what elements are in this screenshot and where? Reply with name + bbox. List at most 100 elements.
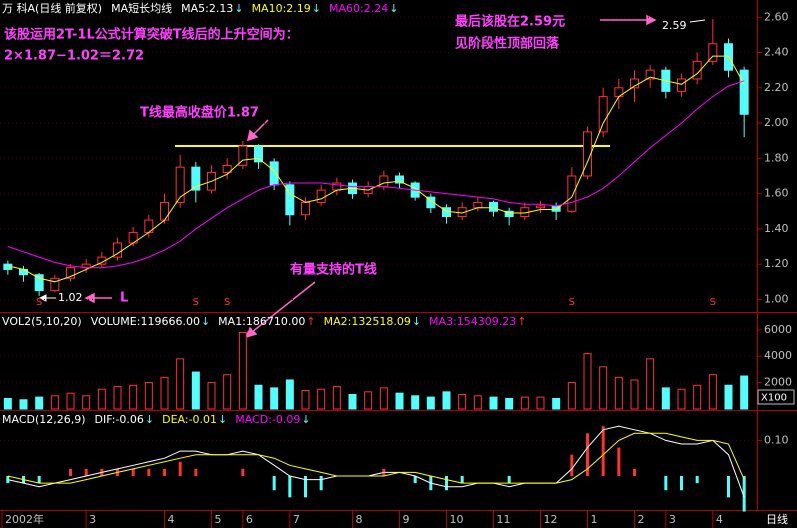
annotation: 2.59 <box>662 19 687 32</box>
header-arrow: ↓ <box>201 315 210 328</box>
signal: S <box>710 297 716 308</box>
arrow-head <box>246 129 259 142</box>
header-item: MA5:2.13 <box>181 2 233 15</box>
x-tick-label: 2002年 <box>5 512 44 526</box>
annotation: 1.02 <box>58 291 83 304</box>
annotation: T线最高收盘价1.87 <box>140 105 259 121</box>
volume-bar <box>317 388 326 410</box>
signal: S <box>569 297 575 308</box>
candle-body <box>614 87 624 98</box>
candle-body <box>692 60 702 80</box>
header-item: MA2:132518.09 <box>324 315 411 328</box>
line <box>7 80 745 269</box>
line <box>7 432 745 484</box>
candle-body <box>50 277 60 292</box>
x-tick-label: 10 <box>450 513 464 526</box>
x-tick-label: 7 <box>293 513 300 526</box>
x-tick-label: 9 <box>403 513 410 526</box>
header-item: MA10:2.19 <box>252 2 311 15</box>
header-arrow: ↓ <box>412 315 421 328</box>
arrows <box>84 14 657 339</box>
volume-bar <box>144 382 153 410</box>
header-arrow: ↓ <box>234 2 243 15</box>
header-item: MA短长均线 <box>111 1 172 15</box>
candle-body <box>567 175 577 212</box>
x-tick-label: 1 <box>591 513 598 526</box>
volume-bar <box>426 396 435 410</box>
header-item: 万 科A(日线 前复权) <box>2 1 102 15</box>
volume-bar <box>35 396 44 410</box>
volume-bar <box>191 371 200 410</box>
candle-body <box>677 78 686 92</box>
candle-body <box>583 131 592 177</box>
volume-bar <box>473 395 482 410</box>
volume-bar <box>176 358 185 410</box>
volume-bar <box>129 384 138 410</box>
candle-body <box>34 274 44 292</box>
volume-bar <box>364 391 373 410</box>
volume-bar <box>254 384 263 410</box>
annotation: 见阶段性顶部回落 <box>455 36 560 52</box>
volume-bar <box>66 392 75 410</box>
unit-box <box>757 389 795 405</box>
volume-bar <box>223 374 232 410</box>
unit-label: X100 <box>761 393 787 404</box>
volume-bar <box>505 397 514 410</box>
y-tick-label: 1.20 <box>764 257 789 270</box>
arrow-head <box>244 326 258 339</box>
arrow <box>251 119 269 137</box>
volume-bar <box>270 387 279 410</box>
volume-bar <box>348 393 357 410</box>
arrow <box>251 281 316 333</box>
volume-bar <box>646 358 655 410</box>
arrow-head <box>646 14 657 26</box>
candle-body <box>254 145 263 163</box>
header-arrow: ↓ <box>301 413 310 426</box>
volume-bar <box>677 388 686 410</box>
annotation: 该股运用2T-1L公式计算突破T线后的上升空间为： <box>4 27 299 43</box>
annotation: 有量支持的T线 <box>290 262 377 278</box>
candle-body <box>536 205 545 209</box>
candle-body <box>395 175 404 184</box>
volume-bar <box>693 384 702 410</box>
header-item: MA60:2.24 <box>329 2 388 15</box>
volume-bar <box>97 388 106 410</box>
volume-bar <box>395 392 404 410</box>
header-item: MACD(12,26,9) <box>2 413 86 426</box>
candle-body <box>66 267 75 279</box>
y-tick-label: 1.60 <box>764 187 789 200</box>
header-arrow: ↓ <box>312 2 321 15</box>
candle-body <box>379 175 389 188</box>
candle-body <box>316 189 326 203</box>
candle-body <box>504 210 514 218</box>
arrow-head <box>84 292 95 304</box>
x-tick-label: 2 <box>638 513 645 526</box>
volume-bar <box>113 386 122 410</box>
volume-bar <box>19 399 28 410</box>
volume-bar <box>708 374 717 410</box>
volume-bar <box>238 331 247 410</box>
y-tick-label: 2.40 <box>764 46 789 59</box>
x-tick-label: 4 <box>716 513 723 526</box>
annotation: 最后该股在2.59元 <box>455 14 565 30</box>
x-tick-label: 8 <box>356 513 363 526</box>
volume-bar <box>630 379 639 410</box>
y-tick-label: 6000 <box>764 323 792 336</box>
x-tick-label: 12 <box>544 513 558 526</box>
signal: S <box>224 297 230 308</box>
y-tick-label: 1.80 <box>764 151 789 164</box>
header-item: MA3:154309.23 <box>429 315 516 328</box>
header-arrow: ↓ <box>218 413 227 426</box>
volume-bar <box>442 391 451 410</box>
candle-body <box>238 145 248 166</box>
header-arrow: ↑ <box>517 315 526 328</box>
volume-bar <box>520 396 529 410</box>
candle-body <box>598 96 608 133</box>
volume-bar <box>661 387 670 410</box>
y-tick-label: 2.20 <box>764 81 789 94</box>
x-tick-label: 5 <box>215 513 222 526</box>
y-tick-label: 1.00 <box>764 292 789 305</box>
volume-bar <box>160 376 169 410</box>
volume-bar <box>285 379 294 410</box>
